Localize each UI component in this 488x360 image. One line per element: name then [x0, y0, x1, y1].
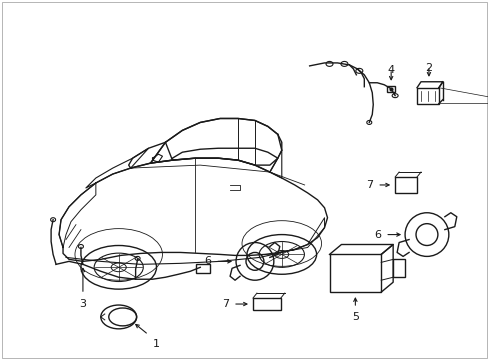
- Text: 7: 7: [222, 299, 228, 309]
- Text: 5: 5: [351, 312, 358, 322]
- Text: 2: 2: [425, 63, 431, 73]
- Text: 4: 4: [387, 65, 394, 75]
- Text: 6: 6: [373, 230, 381, 239]
- Text: 3: 3: [79, 299, 86, 309]
- Bar: [329, 255, 381, 292]
- Bar: [196, 264, 210, 273]
- Bar: [394, 177, 416, 193]
- Bar: [386, 86, 394, 92]
- Text: 6: 6: [204, 256, 211, 266]
- Bar: [416, 88, 438, 104]
- Text: 7: 7: [366, 180, 372, 190]
- Bar: [252, 298, 280, 310]
- Bar: [392, 260, 404, 277]
- Text: 1: 1: [152, 339, 159, 349]
